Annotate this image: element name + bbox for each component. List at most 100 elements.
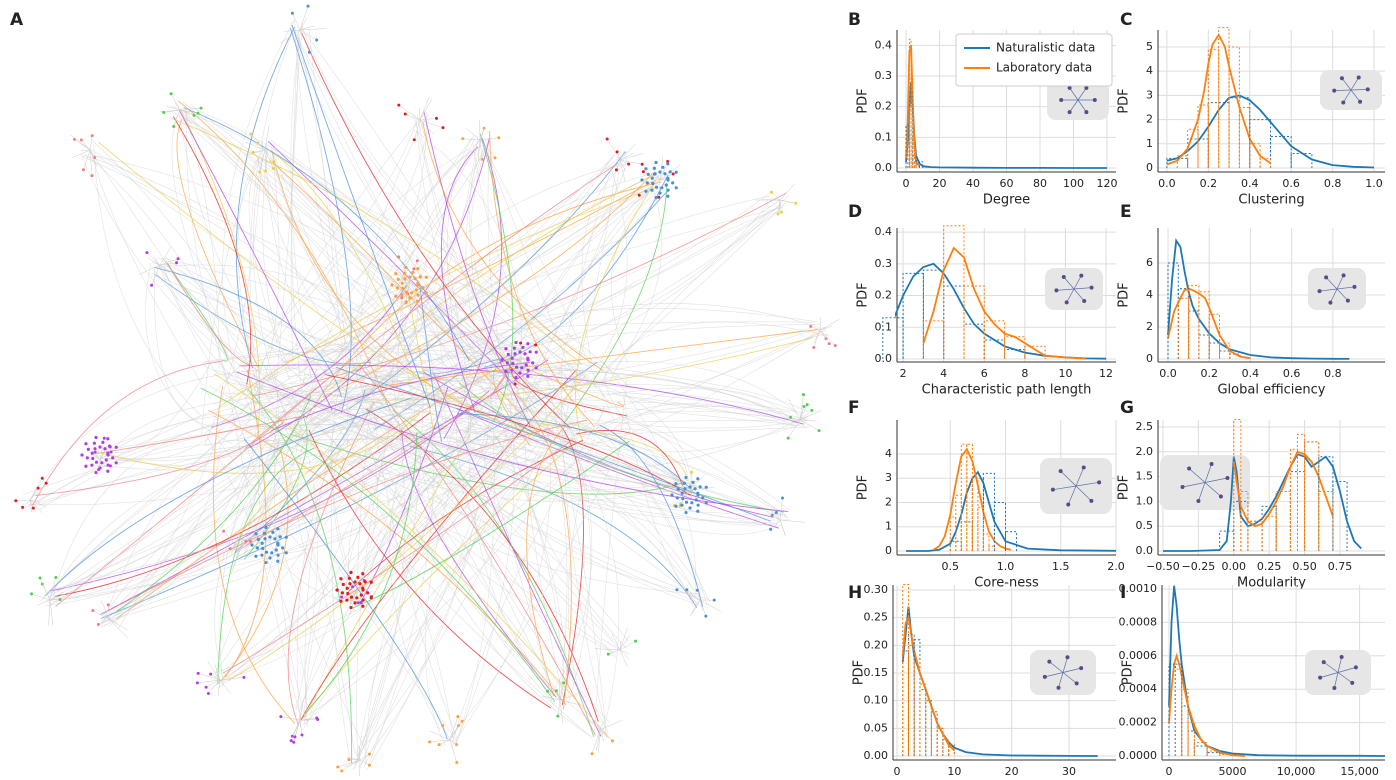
histogram-step [918, 161, 924, 169]
network-edge [468, 411, 553, 700]
inset-edge [1350, 88, 1368, 91]
network-node [526, 342, 530, 346]
network-edge [153, 255, 220, 377]
network-twig [449, 739, 458, 763]
network-node [276, 541, 280, 545]
network-edge [165, 257, 342, 371]
network-edge [512, 384, 799, 423]
y-tick-label: 0.3 [875, 69, 893, 82]
inset-node [1059, 98, 1064, 102]
network-node [640, 178, 644, 182]
network-node [674, 504, 678, 508]
y-axis-label: PDF [1121, 660, 1136, 685]
network-twig [819, 317, 821, 331]
network-edge [384, 374, 696, 592]
network-node [437, 743, 441, 747]
histogram-step [915, 159, 920, 169]
network-node [242, 675, 246, 679]
network-twig [599, 729, 605, 742]
network-twig [519, 359, 526, 370]
network-twig [606, 138, 621, 161]
network-edge [214, 448, 280, 678]
y-tick-label: 2.0 [1136, 445, 1154, 458]
network-node [400, 281, 404, 285]
network-node [111, 456, 115, 460]
network-twig [159, 264, 173, 273]
network-edge [304, 432, 418, 714]
network-edge [416, 276, 579, 435]
network-node [369, 580, 373, 584]
network-node [519, 341, 523, 345]
network-edge [331, 442, 351, 761]
network-twig [346, 756, 361, 761]
network-node [712, 598, 716, 602]
network-node [169, 92, 173, 96]
legend-label: Naturalistic data [996, 41, 1095, 55]
network-node [340, 769, 344, 773]
network-node [653, 172, 657, 176]
network-twig [100, 600, 111, 621]
network-twig [429, 739, 451, 743]
network-node [504, 347, 508, 351]
network-node [192, 113, 196, 117]
network-twig [502, 359, 521, 363]
network-twig [29, 499, 33, 513]
inset-node [1067, 85, 1072, 90]
histogram-step [1318, 456, 1334, 552]
y-tick-label: 0.4 [875, 225, 893, 238]
network-node [103, 447, 107, 451]
network-node [684, 510, 688, 515]
histogram-step [925, 700, 932, 757]
network-node [650, 188, 654, 192]
network-node [90, 174, 94, 178]
y-tick-label: 4 [885, 447, 892, 460]
network-edge [297, 436, 345, 606]
network-node [786, 436, 790, 440]
network-edge [371, 308, 818, 372]
y-tick-label: 0.30 [864, 583, 889, 596]
network-node [93, 450, 97, 454]
network-twig [264, 149, 275, 163]
network-edge [203, 365, 782, 526]
network-edge [213, 207, 781, 405]
y-tick-label: 0.0002 [1119, 716, 1158, 729]
network-twig [292, 13, 301, 31]
network-node [514, 375, 518, 380]
histogram-step [1188, 310, 1200, 359]
network-edge [255, 154, 409, 378]
x-axis-label: Degree [983, 193, 1030, 208]
network-node [627, 162, 631, 166]
network-node [91, 456, 95, 461]
network-edge [365, 408, 599, 722]
inset-edge [1056, 288, 1075, 291]
network-node [264, 550, 269, 554]
inset-edge [1073, 287, 1092, 290]
network-node [514, 365, 519, 369]
network-twig [358, 745, 361, 761]
network-edge [398, 438, 787, 516]
histogram-step [902, 272, 924, 359]
network-edge [213, 373, 610, 738]
network-edge [360, 366, 596, 735]
network-twig [87, 445, 101, 461]
histogram-step [902, 583, 909, 757]
network-edge [39, 423, 345, 511]
network-edge [291, 28, 484, 364]
network-node [339, 577, 343, 581]
network-edge [218, 369, 547, 688]
network-twig [449, 716, 459, 741]
network-node [361, 572, 365, 576]
network-edge [378, 419, 802, 438]
network-twig [449, 721, 463, 741]
network-edge [518, 181, 660, 421]
network-edge [23, 442, 222, 495]
network-edge [258, 403, 701, 595]
x-tick-label: 0.8 [1324, 367, 1342, 380]
inset-edge [1066, 288, 1075, 303]
network-twig [799, 410, 822, 421]
network-edge [48, 364, 578, 595]
inset-node [1324, 275, 1329, 280]
network-node [367, 763, 371, 767]
network-edge [213, 369, 629, 641]
network-node [404, 265, 408, 270]
